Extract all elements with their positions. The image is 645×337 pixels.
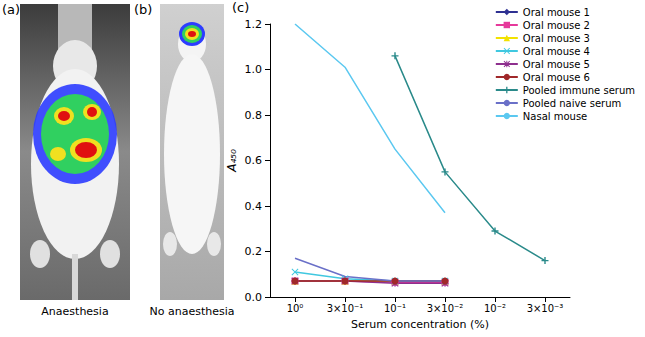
html-text:No anaesthesia: No anaesthesia [149,305,235,318]
html-text:(b): (b) [134,2,153,17]
html-text:(a): (a) [2,2,21,17]
svg-text:Nasal mouse: Nasal mouse [523,111,587,122]
svg-text:10⁻²: 10⁻² [484,303,506,314]
svg-text:Pooled immune serum: Pooled immune serum [523,85,635,96]
svg-text:1.0: 1.0 [245,63,263,76]
svg-text:10⁰: 10⁰ [287,303,304,314]
svg-text:Oral mouse 5: Oral mouse 5 [523,59,590,70]
svg-text:Oral mouse 4: Oral mouse 4 [523,46,590,57]
svg-text:1.2: 1.2 [245,18,263,31]
svg-text:Pooled naive serum: Pooled naive serum [523,98,621,109]
svg-text:Serum concentration (%): Serum concentration (%) [351,318,489,331]
svg-text:Oral mouse 6: Oral mouse 6 [523,72,590,83]
svg-text:10⁻¹: 10⁻¹ [384,303,406,314]
svg-text:3×10⁻¹: 3×10⁻¹ [327,303,364,314]
svg-text:0.2: 0.2 [245,245,263,258]
svg-text:3×10⁻³: 3×10⁻³ [527,303,564,314]
svg-text:0.4: 0.4 [245,200,263,213]
html-text:(c): (c) [232,0,250,15]
html-text:Anaesthesia: Anaesthesia [41,305,109,318]
svg-text:Oral mouse 1: Oral mouse 1 [523,7,590,18]
svg-text:0.0: 0.0 [245,291,263,304]
svg-text:Oral mouse 3: Oral mouse 3 [523,33,590,44]
svg-text:A₄₅₀: A₄₅₀ [225,149,239,173]
svg-text:3×10⁻²: 3×10⁻² [427,303,464,314]
svg-text:Oral mouse 2: Oral mouse 2 [523,20,590,31]
svg-text:0.6: 0.6 [245,154,263,167]
svg-text:0.8: 0.8 [245,109,263,122]
